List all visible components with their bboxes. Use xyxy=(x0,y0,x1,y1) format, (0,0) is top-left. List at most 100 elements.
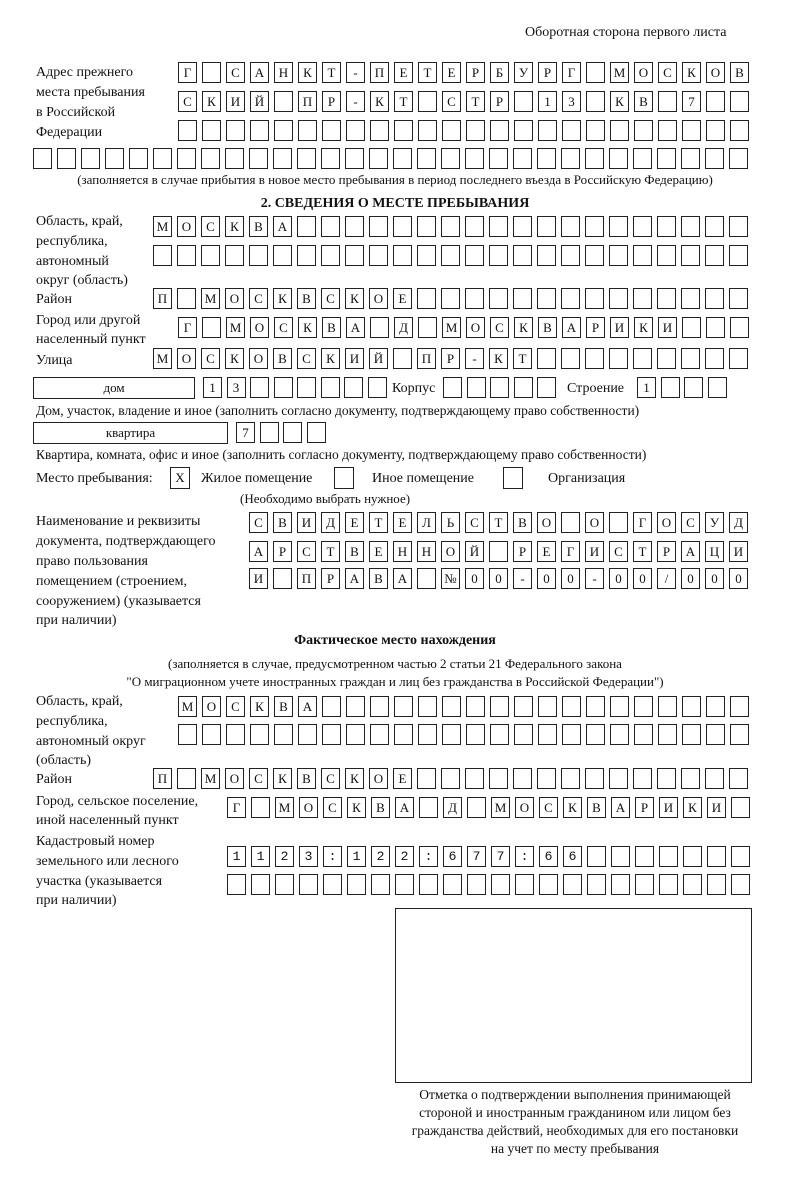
actual-district-row-cell[interactable]: С xyxy=(249,768,268,789)
district-row-cell[interactable]: П xyxy=(153,288,172,309)
district-row-cell[interactable]: О xyxy=(225,288,244,309)
cadastre-row-2-cell[interactable] xyxy=(227,874,246,895)
apt-row-cell[interactable] xyxy=(306,422,326,443)
apt-row-cell[interactable] xyxy=(283,422,302,443)
region-row-2-cell[interactable] xyxy=(537,245,556,266)
actual-district-row-cell[interactable]: В xyxy=(297,768,316,789)
prev-address-row-3-cell[interactable] xyxy=(514,120,533,141)
actual-district-row-cell[interactable]: К xyxy=(345,768,364,789)
district-row-cell[interactable]: К xyxy=(273,288,292,309)
district-row-cell[interactable] xyxy=(417,288,436,309)
doc-row-3-cell[interactable]: 0 xyxy=(609,568,628,589)
actual-district-row-cell[interactable] xyxy=(561,768,580,789)
doc-row-1-cell[interactable]: В xyxy=(513,512,532,533)
prev-address-row-4-cell[interactable] xyxy=(105,148,124,169)
cadastre-row-2-cell[interactable] xyxy=(587,874,606,895)
doc-row-1-cell[interactable]: С xyxy=(681,512,700,533)
prev-address-row-1-cell[interactable]: О xyxy=(634,62,653,83)
city-row-cell[interactable]: М xyxy=(442,317,461,338)
option-organization-checkbox[interactable] xyxy=(503,467,523,489)
street-row-cell[interactable] xyxy=(561,348,580,369)
prev-address-row-3-cell[interactable] xyxy=(682,120,701,141)
region-row-1-cell[interactable] xyxy=(681,216,700,237)
doc-row-1-cell[interactable]: Г xyxy=(633,512,652,533)
korpus-row-cell[interactable] xyxy=(513,377,533,398)
region-row-2-cell[interactable] xyxy=(513,245,532,266)
actual-region-row-1-cell[interactable] xyxy=(370,696,389,717)
region-row-2-cell[interactable] xyxy=(705,245,724,266)
prev-address-row-1-cell[interactable]: Е xyxy=(394,62,413,83)
prev-address-row-4-cell[interactable] xyxy=(585,148,604,169)
doc-row-2-cell[interactable]: Е xyxy=(537,541,556,562)
street-row-cell[interactable]: О xyxy=(177,348,196,369)
prev-address-row-2-cell[interactable] xyxy=(274,91,293,112)
region-row-1-cell[interactable] xyxy=(441,216,460,237)
cadastre-row-2-cell[interactable] xyxy=(275,874,294,895)
street-row-cell[interactable]: Р xyxy=(441,348,460,369)
city-row-cell[interactable]: Д xyxy=(394,317,413,338)
actual-region-row-1-cell[interactable] xyxy=(322,696,341,717)
prev-address-row-3-cell[interactable] xyxy=(202,120,221,141)
region-row-1-cell[interactable] xyxy=(729,216,748,237)
prev-address-row-3-cell[interactable] xyxy=(418,120,437,141)
prev-address-row-4-cell[interactable] xyxy=(177,148,196,169)
doc-row-2-cell[interactable]: Й xyxy=(465,541,484,562)
region-row-2-cell[interactable] xyxy=(345,245,364,266)
doc-row-3-cell[interactable]: 0 xyxy=(729,568,748,589)
prev-address-row-2-cell[interactable] xyxy=(418,91,437,112)
prev-address-row-2-cell[interactable]: К xyxy=(202,91,221,112)
doc-row-3-cell[interactable]: / xyxy=(657,568,676,589)
actual-district-row-cell[interactable] xyxy=(513,768,532,789)
prev-address-row-1-cell[interactable]: П xyxy=(370,62,389,83)
actual-district-row-cell[interactable]: П xyxy=(153,768,172,789)
cadastre-row-1-cell[interactable] xyxy=(323,846,342,867)
prev-address-row-1-cell[interactable]: У xyxy=(514,62,533,83)
house-row-cell[interactable] xyxy=(250,377,269,398)
cadastre-row-1-cell[interactable] xyxy=(635,846,654,867)
prev-address-row-4-cell[interactable] xyxy=(345,148,364,169)
prev-address-row-3-cell[interactable] xyxy=(394,120,413,141)
prev-address-row-3-cell[interactable] xyxy=(274,120,293,141)
actual-city-row-cell[interactable]: К xyxy=(347,797,366,818)
city-row-cell[interactable]: Р xyxy=(586,317,605,338)
city-row-cell[interactable]: М xyxy=(226,317,245,338)
region-row-2-cell[interactable] xyxy=(297,245,316,266)
district-row-cell[interactable] xyxy=(561,288,580,309)
region-row-1-cell[interactable]: О xyxy=(177,216,196,237)
actual-city-row-cell[interactable]: К xyxy=(683,797,702,818)
actual-district-row-cell[interactable] xyxy=(537,768,556,789)
actual-district-row-cell[interactable]: Е xyxy=(393,768,412,789)
actual-city-row-cell[interactable]: О xyxy=(299,797,318,818)
actual-region-row-2-cell[interactable] xyxy=(730,724,749,745)
city-row-cell[interactable]: В xyxy=(538,317,557,338)
district-row-cell[interactable] xyxy=(681,288,700,309)
region-row-2-cell[interactable] xyxy=(201,245,220,266)
actual-region-row-2-cell[interactable] xyxy=(226,724,245,745)
cadastre-row-1-cell[interactable] xyxy=(563,846,582,867)
doc-row-2-cell[interactable]: А xyxy=(249,541,268,562)
doc-row-3-cell[interactable]: 0 xyxy=(633,568,652,589)
district-row-cell[interactable]: С xyxy=(321,288,340,309)
district-row-cell[interactable]: В xyxy=(297,288,316,309)
actual-region-row-1-cell[interactable] xyxy=(418,696,437,717)
region-row-1-cell[interactable] xyxy=(393,216,412,237)
actual-region-row-2-cell[interactable] xyxy=(490,724,509,745)
prev-address-row-1-cell[interactable]: - xyxy=(346,62,365,83)
prev-address-row-3-cell[interactable] xyxy=(658,120,677,141)
street-row-cell[interactable]: И xyxy=(345,348,364,369)
actual-region-row-2-cell[interactable] xyxy=(658,724,677,745)
cadastre-row-2-cell[interactable] xyxy=(371,874,390,895)
doc-row-1-cell[interactable]: Е xyxy=(345,512,364,533)
region-row-1-cell[interactable] xyxy=(465,216,484,237)
actual-city-row-cell[interactable]: А xyxy=(611,797,630,818)
cadastre-row-1-cell[interactable] xyxy=(587,846,606,867)
prev-address-row-3-cell[interactable] xyxy=(250,120,269,141)
actual-district-row-cell[interactable] xyxy=(489,768,508,789)
building-row-cell[interactable] xyxy=(707,377,727,398)
cadastre-row-1-cell[interactable] xyxy=(275,846,294,867)
prev-address-row-1-cell[interactable]: Г xyxy=(178,62,197,83)
house-type-field[interactable]: дом xyxy=(33,377,195,399)
city-row-cell[interactable]: А xyxy=(562,317,581,338)
prev-address-row-4-cell[interactable] xyxy=(729,148,748,169)
district-row-cell[interactable]: К xyxy=(345,288,364,309)
